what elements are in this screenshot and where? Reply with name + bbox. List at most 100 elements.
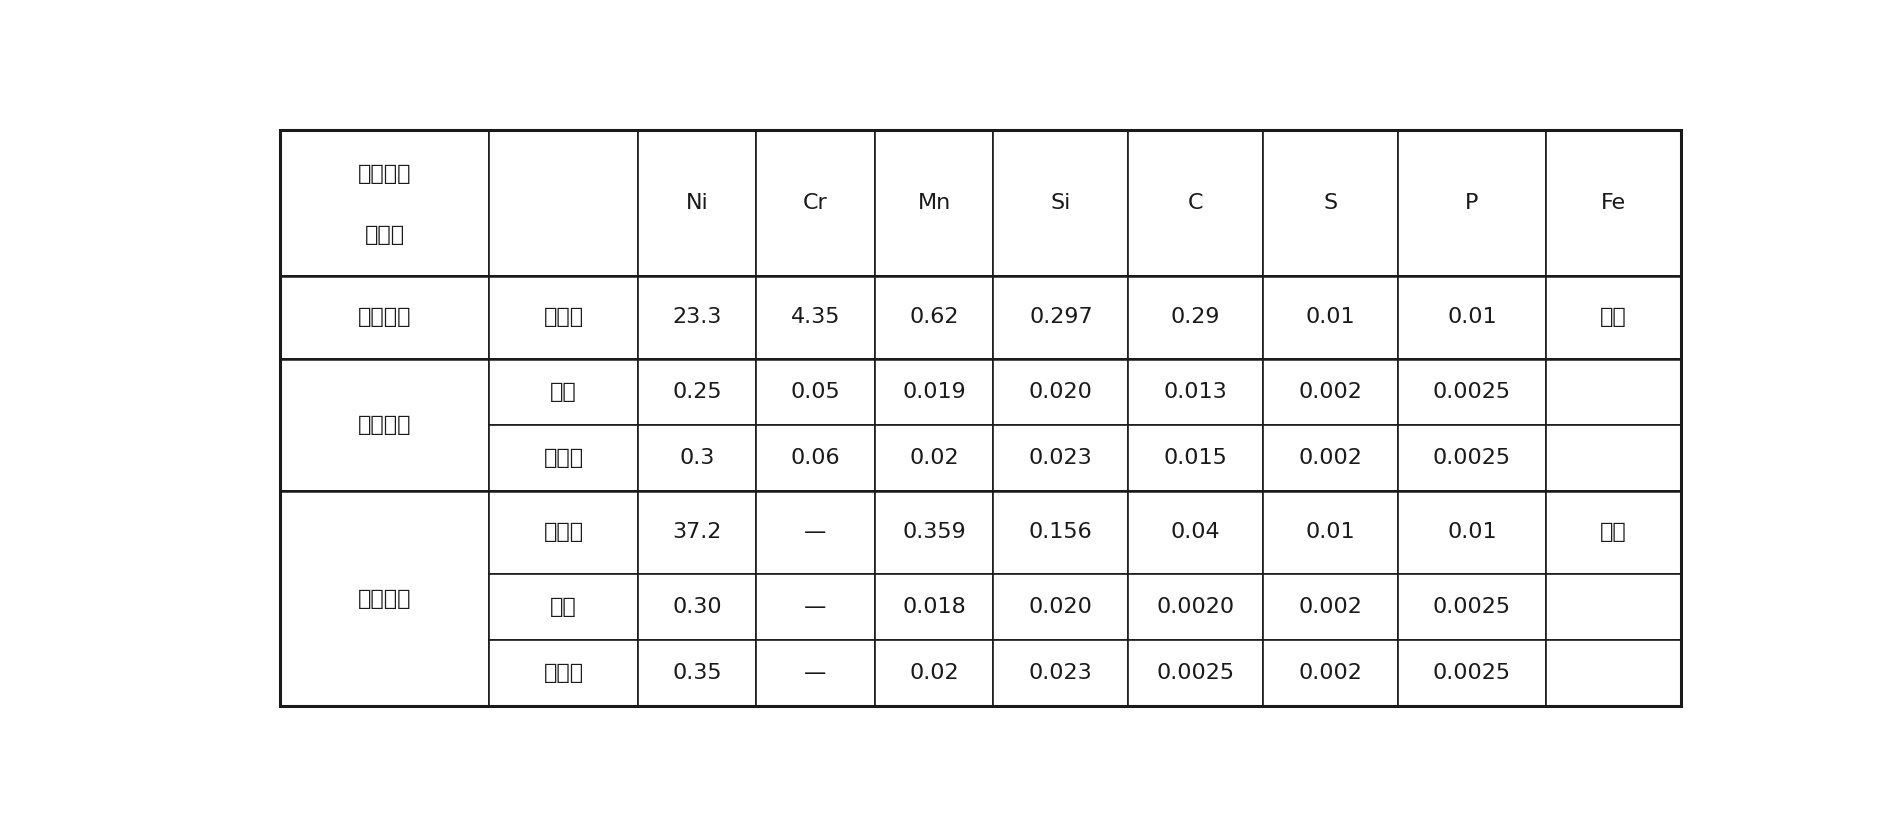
Bar: [1398, 276, 1546, 358]
Bar: [1128, 358, 1264, 425]
Bar: [1264, 491, 1398, 574]
Bar: [993, 574, 1128, 640]
Bar: [490, 358, 638, 425]
Text: S: S: [1323, 193, 1338, 213]
Text: 0.30: 0.30: [672, 597, 721, 617]
Text: 0.62: 0.62: [910, 307, 959, 327]
Bar: [993, 491, 1128, 574]
Bar: [1264, 358, 1398, 425]
Bar: [993, 131, 1128, 276]
Bar: [638, 640, 757, 706]
Bar: [1546, 491, 1680, 574]
Bar: [993, 276, 1128, 358]
Bar: [638, 574, 757, 640]
Bar: [1128, 131, 1264, 276]
Bar: [874, 640, 993, 706]
Bar: [993, 640, 1128, 706]
Text: 23.3: 23.3: [672, 307, 721, 327]
Bar: [280, 491, 490, 706]
Bar: [1398, 574, 1546, 640]
Text: 0.01: 0.01: [1447, 523, 1497, 543]
Text: 金牌号: 金牌号: [365, 225, 405, 245]
Bar: [638, 358, 757, 425]
Bar: [874, 574, 993, 640]
Text: 0.01: 0.01: [1447, 307, 1497, 327]
Bar: [638, 276, 757, 358]
Bar: [280, 276, 490, 358]
Bar: [1546, 640, 1680, 706]
Bar: [638, 131, 757, 276]
Bar: [1546, 358, 1680, 425]
Text: 0.02: 0.02: [910, 448, 959, 468]
Bar: [1128, 425, 1264, 491]
Text: C: C: [1188, 193, 1203, 213]
Text: 0.023: 0.023: [1029, 448, 1094, 468]
Text: Si: Si: [1050, 193, 1071, 213]
Text: 0.01: 0.01: [1305, 523, 1355, 543]
Bar: [757, 640, 874, 706]
Text: 余量: 余量: [1601, 523, 1627, 543]
Bar: [757, 425, 874, 491]
Text: —: —: [804, 663, 827, 683]
Bar: [1264, 574, 1398, 640]
Text: 4.35: 4.35: [791, 307, 840, 327]
Bar: [280, 358, 490, 491]
Text: Ni: Ni: [685, 193, 708, 213]
Bar: [874, 131, 993, 276]
Text: 0.29: 0.29: [1171, 307, 1220, 327]
Text: 0.0025: 0.0025: [1432, 448, 1512, 468]
Text: 允许差: 允许差: [543, 663, 583, 683]
Bar: [993, 425, 1128, 491]
Text: 0.02: 0.02: [910, 663, 959, 683]
Text: 余量: 余量: [1601, 307, 1627, 327]
Bar: [1546, 276, 1680, 358]
Bar: [1264, 276, 1398, 358]
Text: 0.018: 0.018: [902, 597, 967, 617]
Bar: [1264, 640, 1398, 706]
Bar: [490, 276, 638, 358]
Text: 低膨胀层: 低膨胀层: [358, 415, 412, 435]
Text: 0.05: 0.05: [791, 381, 840, 402]
Bar: [490, 131, 638, 276]
Bar: [490, 640, 638, 706]
Bar: [638, 425, 757, 491]
Bar: [1128, 640, 1264, 706]
Text: 0.156: 0.156: [1029, 523, 1094, 543]
Bar: [1398, 358, 1546, 425]
Bar: [1546, 574, 1680, 640]
Text: 0.04: 0.04: [1171, 523, 1220, 543]
Text: 0.002: 0.002: [1298, 663, 1362, 683]
Bar: [874, 425, 993, 491]
Text: 平均值: 平均值: [543, 307, 583, 327]
Text: —: —: [804, 597, 827, 617]
Bar: [757, 131, 874, 276]
Bar: [874, 358, 993, 425]
Bar: [490, 491, 638, 574]
Text: 极差: 极差: [551, 381, 577, 402]
Text: 0.002: 0.002: [1298, 381, 1362, 402]
Bar: [1398, 640, 1546, 706]
Bar: [1546, 425, 1680, 491]
Text: 0.015: 0.015: [1164, 448, 1228, 468]
Text: 0.01: 0.01: [1305, 307, 1355, 327]
Text: 0.0025: 0.0025: [1156, 663, 1235, 683]
Bar: [757, 491, 874, 574]
Bar: [1398, 131, 1546, 276]
Bar: [1128, 574, 1264, 640]
Bar: [1264, 131, 1398, 276]
Text: 0.002: 0.002: [1298, 597, 1362, 617]
Bar: [1128, 491, 1264, 574]
Text: 0.002: 0.002: [1298, 448, 1362, 468]
Text: 0.013: 0.013: [1164, 381, 1228, 402]
Text: 37.2: 37.2: [672, 523, 721, 543]
Text: 0.020: 0.020: [1029, 597, 1094, 617]
Text: 平均值: 平均值: [543, 523, 583, 543]
Text: 0.019: 0.019: [902, 381, 967, 402]
Bar: [1264, 425, 1398, 491]
Text: Mn: Mn: [918, 193, 952, 213]
Text: 极差: 极差: [551, 597, 577, 617]
Text: Fe: Fe: [1601, 193, 1625, 213]
Text: 0.359: 0.359: [902, 523, 967, 543]
Text: 允许差: 允许差: [543, 448, 583, 468]
Text: Cr: Cr: [804, 193, 829, 213]
